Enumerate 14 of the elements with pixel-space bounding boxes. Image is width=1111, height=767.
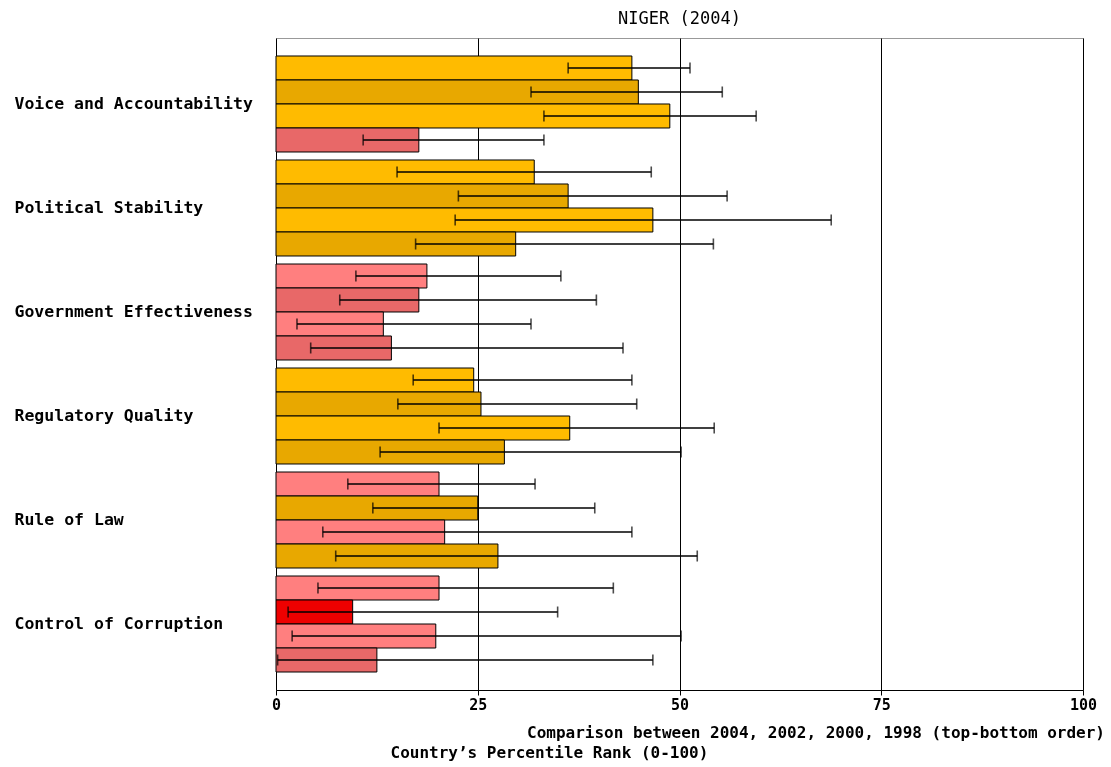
y-tick-label: Political Stability [14, 197, 204, 217]
chart-title: NIGER (2004) [618, 8, 741, 28]
y-tick-label: Government Effectiveness [14, 302, 253, 321]
x-tick-label: 50 [670, 695, 690, 714]
y-tick-label: Rule of Law [14, 510, 124, 530]
y-tick-label: Voice and Accountability [14, 93, 253, 113]
x-tick-label: 25 [469, 695, 488, 714]
y-tick-label: Regulatory Quality [14, 406, 194, 425]
x-tick-label: 75 [872, 695, 891, 714]
x-axis-title: Country’s Percentile Rank (0-100) [390, 742, 709, 762]
text: Comparison between 2004, 2002, 2000, 1998 (top-bottom order) [527, 723, 1105, 742]
x-tick-label: 100 [1069, 695, 1098, 714]
x-tick-label: 0 [271, 695, 282, 714]
y-tick-label: Control of Corruption [14, 614, 224, 634]
